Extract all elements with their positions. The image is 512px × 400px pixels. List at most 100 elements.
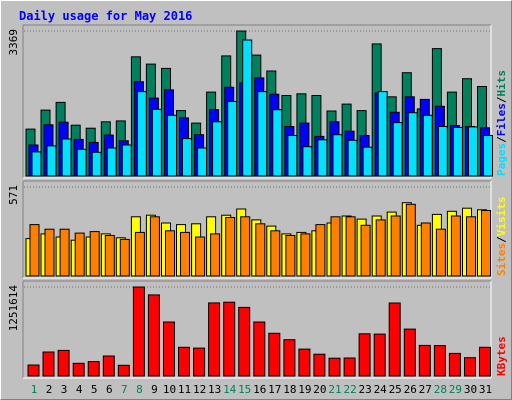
bar-kbytes-day-13 bbox=[208, 302, 221, 377]
day-label-18: 18 bbox=[283, 383, 296, 396]
legend-separator: / bbox=[495, 96, 508, 103]
day-label-27: 27 bbox=[419, 383, 432, 396]
bar-kbytes-day-19 bbox=[298, 348, 311, 377]
bar-sites-day-28 bbox=[435, 228, 446, 277]
top-legend: Pages/Files/Hits bbox=[495, 70, 508, 176]
bar-pages-day-25 bbox=[392, 122, 403, 177]
bar-kbytes-day-31 bbox=[479, 346, 491, 377]
bar-pages-day-9 bbox=[151, 108, 162, 177]
bar-pages-day-27 bbox=[422, 114, 433, 177]
bar-kbytes-day-27 bbox=[418, 344, 431, 377]
bar-sites-day-1 bbox=[29, 224, 40, 277]
bar-kbytes-day-21 bbox=[328, 357, 341, 377]
bar-sites-day-26 bbox=[405, 203, 416, 277]
bar-kbytes-day-3 bbox=[57, 349, 70, 377]
legend-sites: Sites bbox=[495, 243, 508, 276]
bar-kbytes-day-14 bbox=[223, 301, 236, 377]
bar-pages-day-13 bbox=[212, 121, 223, 177]
day-label-2: 2 bbox=[46, 383, 53, 396]
bar-kbytes-day-20 bbox=[313, 353, 326, 377]
bar-kbytes-day-9 bbox=[147, 294, 160, 377]
day-label-21: 21 bbox=[328, 383, 341, 396]
bar-kbytes-day-25 bbox=[388, 302, 401, 377]
bar-pages-day-20 bbox=[317, 139, 328, 177]
day-label-19: 19 bbox=[298, 383, 311, 396]
bar-pages-day-29 bbox=[452, 126, 463, 177]
bar-sites-day-10 bbox=[165, 230, 175, 277]
bar-kbytes-day-11 bbox=[178, 346, 190, 377]
bar-sites-day-9 bbox=[149, 216, 160, 277]
bar-pages-day-3 bbox=[61, 138, 72, 177]
legend-files: Files bbox=[495, 103, 508, 136]
bar-pages-day-8 bbox=[136, 91, 147, 177]
bar-kbytes-day-22 bbox=[343, 357, 356, 377]
bar-sites-day-7 bbox=[119, 238, 130, 277]
day-label-5: 5 bbox=[91, 383, 98, 396]
bar-pages-day-14 bbox=[227, 101, 238, 177]
day-label-11: 11 bbox=[178, 383, 191, 396]
bar-kbytes-day-5 bbox=[87, 361, 100, 377]
bar-sites-day-19 bbox=[300, 233, 311, 277]
chart-title: Daily usage for May 2016 bbox=[19, 9, 192, 23]
bar-sites-day-4 bbox=[74, 232, 85, 277]
bar-pages-day-7 bbox=[121, 144, 132, 177]
bar-kbytes-day-10 bbox=[163, 321, 175, 377]
bar-sites-day-17 bbox=[270, 230, 281, 277]
day-label-3: 3 bbox=[61, 383, 68, 396]
day-label-8: 8 bbox=[136, 383, 143, 396]
day-label-30: 30 bbox=[464, 383, 477, 396]
day-label-17: 17 bbox=[268, 383, 281, 396]
bar-pages-day-10 bbox=[167, 114, 177, 177]
bar-pages-day-4 bbox=[76, 148, 87, 177]
day-label-23: 23 bbox=[358, 383, 371, 396]
bar-pages-day-17 bbox=[272, 109, 283, 177]
bar-sites-day-5 bbox=[89, 231, 100, 277]
bar-sites-day-30 bbox=[466, 216, 476, 277]
day-label-1: 1 bbox=[31, 383, 38, 396]
bar-kbytes-day-18 bbox=[283, 339, 296, 377]
bar-kbytes-day-6 bbox=[102, 355, 115, 377]
bar-kbytes-day-7 bbox=[117, 364, 130, 377]
bar-kbytes-day-15 bbox=[238, 306, 251, 377]
bar-kbytes-day-12 bbox=[193, 347, 206, 377]
legend-kbytes: KBytes bbox=[495, 336, 508, 376]
bar-sites-day-6 bbox=[104, 235, 115, 277]
day-label-22: 22 bbox=[343, 383, 356, 396]
day-label-20: 20 bbox=[313, 383, 326, 396]
bar-sites-day-11 bbox=[180, 231, 190, 277]
bar-sites-day-12 bbox=[195, 236, 206, 277]
bar-sites-day-2 bbox=[44, 228, 55, 277]
bar-sites-day-29 bbox=[450, 215, 461, 277]
bar-sites-day-25 bbox=[390, 215, 401, 277]
day-label-24: 24 bbox=[374, 383, 388, 396]
bar-pages-day-5 bbox=[91, 151, 102, 177]
bar-sites-day-21 bbox=[330, 216, 341, 277]
bar-kbytes-day-23 bbox=[358, 333, 371, 377]
bar-pages-day-6 bbox=[106, 147, 117, 177]
day-label-13: 13 bbox=[208, 383, 221, 396]
legend-hits: Hits bbox=[495, 70, 508, 97]
bar-pages-day-30 bbox=[468, 126, 478, 177]
bar-pages-day-16 bbox=[257, 91, 268, 177]
bar-kbytes-day-16 bbox=[253, 321, 266, 377]
bar-kbytes-day-17 bbox=[268, 332, 281, 377]
bar-kbytes-day-29 bbox=[448, 352, 461, 377]
bar-pages-day-31 bbox=[483, 135, 493, 177]
day-label-25: 25 bbox=[389, 383, 402, 396]
day-label-7: 7 bbox=[121, 383, 128, 396]
day-label-16: 16 bbox=[253, 383, 266, 396]
day-label-14: 14 bbox=[223, 383, 237, 396]
bar-pages-day-12 bbox=[197, 147, 208, 177]
bar-kbytes-day-8 bbox=[132, 286, 145, 377]
bar-pages-day-26 bbox=[407, 112, 418, 177]
bar-pages-day-1 bbox=[31, 151, 42, 177]
bar-sites-day-14 bbox=[225, 217, 236, 277]
bot-legend: KBytes bbox=[495, 336, 508, 376]
bar-sites-day-22 bbox=[345, 216, 356, 277]
bot-ymax-label: 1251614 bbox=[7, 285, 20, 332]
bar-kbytes-day-26 bbox=[403, 328, 416, 377]
legend-pages: Pages bbox=[495, 143, 508, 176]
bar-kbytes-day-28 bbox=[433, 345, 446, 377]
